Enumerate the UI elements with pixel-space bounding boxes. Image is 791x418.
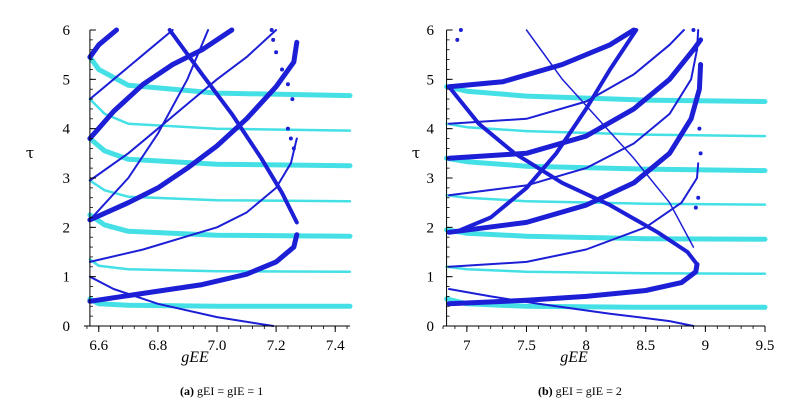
panel-a-x-tick-label: 6.8 xyxy=(149,338,168,354)
panel-a-x-tick-label: 6.6 xyxy=(89,338,108,354)
panel-b-series-8-blue-line xyxy=(448,288,695,327)
panel-a-series-15-blue-line xyxy=(167,28,299,225)
caption-a-text: gEI = gIE = 1 xyxy=(197,384,264,398)
panel-a-dot-6 xyxy=(274,50,279,55)
panel-a-dot-0 xyxy=(285,126,290,131)
panel-b-series-3-cyan-line xyxy=(445,194,767,206)
panel-a-y-tick-label: 1 xyxy=(63,270,71,286)
panel-b-series-17-blue-line xyxy=(525,29,695,248)
panel-a-y-tick-label: 3 xyxy=(63,171,71,187)
panel-a-x-tick-label: 7.4 xyxy=(326,338,345,354)
panel-b-series-15-blue-line xyxy=(447,84,699,267)
panel-b-y-tick-label: 4 xyxy=(427,122,435,138)
panel-a-x-axis-label: gEE xyxy=(181,349,209,366)
panel-b-series-14-blue-line xyxy=(446,27,637,90)
panel-b-x-tick-label: 8.5 xyxy=(636,338,655,354)
panel-b-y-tick-label: 6 xyxy=(427,23,435,39)
panel-a-y-tick-label: 6 xyxy=(63,23,71,39)
caption-b: (b) gEI = gIE = 2 xyxy=(538,384,622,399)
panel-b-chart: 7 7.5 8 8.5 9 9.5 0 1 2 3 4 5 6 gEE τ xyxy=(412,23,775,366)
panel-a-y-tick-label: 0 xyxy=(63,319,71,335)
panel-a-series-12-blue-line xyxy=(87,27,235,141)
panel-b-dot-4 xyxy=(697,126,702,131)
panel-a-series-2-cyan-line xyxy=(87,212,353,239)
panel-b-y-axis-label: τ xyxy=(412,144,420,162)
panel-a-series-8-blue-line xyxy=(88,275,275,327)
panel-b-series-2-cyan-line xyxy=(444,227,768,242)
panel-a-chart: 6.6 6.8 7.0 7.2 7.4 0 1 2 3 4 5 6 gEE τ xyxy=(26,23,353,366)
panel-a-dot-2 xyxy=(291,146,296,151)
panel-b-x-tick-label: 8 xyxy=(582,338,590,354)
panel-b-series-16-blue-line xyxy=(458,28,639,232)
panel-a-y-tick-label: 4 xyxy=(63,122,71,138)
panel-a-series-5-cyan-line xyxy=(88,97,352,132)
panel-b-series-4-cyan-line xyxy=(444,155,768,174)
panel-a-series-9-blue-line xyxy=(88,137,298,263)
panel-b-y-tick-label: 2 xyxy=(427,220,435,236)
panel-b-dot-3 xyxy=(693,47,698,52)
caption-a: (a) gEI = gIE = 1 xyxy=(180,384,263,399)
panel-a-series-7-blue-line xyxy=(87,232,300,304)
panel-b-dot-0 xyxy=(458,28,463,32)
panel-a-x-tick-label: 7.2 xyxy=(267,338,286,354)
panel-a-x-tick-label: 7.0 xyxy=(208,338,227,354)
panel-a-series-10-blue-line xyxy=(87,39,300,223)
panel-a-series-6-cyan-line xyxy=(87,54,353,99)
panel-b-y-tick-label: 1 xyxy=(427,270,435,286)
panel-b-series-6-cyan-line xyxy=(444,84,768,104)
panel-a-y-tick-label: 2 xyxy=(63,220,71,236)
panel-b-series-13-blue-line xyxy=(448,29,685,125)
panel-a-dot-1 xyxy=(288,136,293,141)
panel-a-dot-3 xyxy=(290,97,295,102)
panel-b-y-tick-label: 0 xyxy=(427,319,435,335)
panel-b-x-tick-label: 9 xyxy=(702,338,710,354)
panel-a-y-tick-label: 5 xyxy=(63,72,71,88)
panel-b-series-1-cyan-line xyxy=(445,265,767,275)
panel-b-dot-6 xyxy=(696,195,701,200)
panel-b-dot-2 xyxy=(691,28,696,32)
panel-a-series-14-blue-line xyxy=(87,27,119,60)
panel-b-y-tick-label: 5 xyxy=(427,72,435,88)
panel-b-x-tick-label: 7 xyxy=(463,338,471,354)
panel-a-dot-4 xyxy=(285,82,290,87)
panel-a-series-0-cyan-line xyxy=(87,296,353,309)
panel-b-dot-1 xyxy=(455,37,460,42)
panel-a-y-axis-label: τ xyxy=(26,144,34,162)
panel-b-x-tick-label: 9.5 xyxy=(756,338,775,354)
panel-a-dot-7 xyxy=(271,37,276,42)
panel-b-series-10-blue-line xyxy=(446,62,704,235)
panel-b-dot-7 xyxy=(693,205,698,210)
panel-a-series-3-cyan-line xyxy=(88,179,352,203)
panel-b-x-axis-label: gEE xyxy=(560,349,588,366)
panel-b-series-5-cyan-line xyxy=(445,122,767,138)
panel-a-series-4-cyan-line xyxy=(87,136,353,169)
caption-b-text: gEI = gIE = 2 xyxy=(555,384,622,398)
panel-b-series-12-blue-line xyxy=(446,37,704,161)
panel-b-x-tick-label: 7.5 xyxy=(517,338,536,354)
caption-a-tag: (a) xyxy=(180,384,194,398)
panel-a-series-1-cyan-line xyxy=(88,258,352,273)
panel-b-series-11-blue-line xyxy=(448,29,700,197)
panel-a-dot-5 xyxy=(280,67,285,72)
panel-a-series-13-blue-line xyxy=(88,29,174,101)
panel-b-dot-5 xyxy=(698,151,703,156)
panel-a-dot-8 xyxy=(269,28,274,32)
panel-b-series-7-blue-line xyxy=(446,261,700,307)
caption-b-tag: (b) xyxy=(538,384,553,398)
panel-b-series-9-blue-line xyxy=(448,162,700,268)
panel-a-series-11-blue-line xyxy=(88,29,278,182)
panel-b-y-tick-label: 3 xyxy=(427,171,435,187)
panel-a-series-16-blue-line xyxy=(88,29,210,221)
